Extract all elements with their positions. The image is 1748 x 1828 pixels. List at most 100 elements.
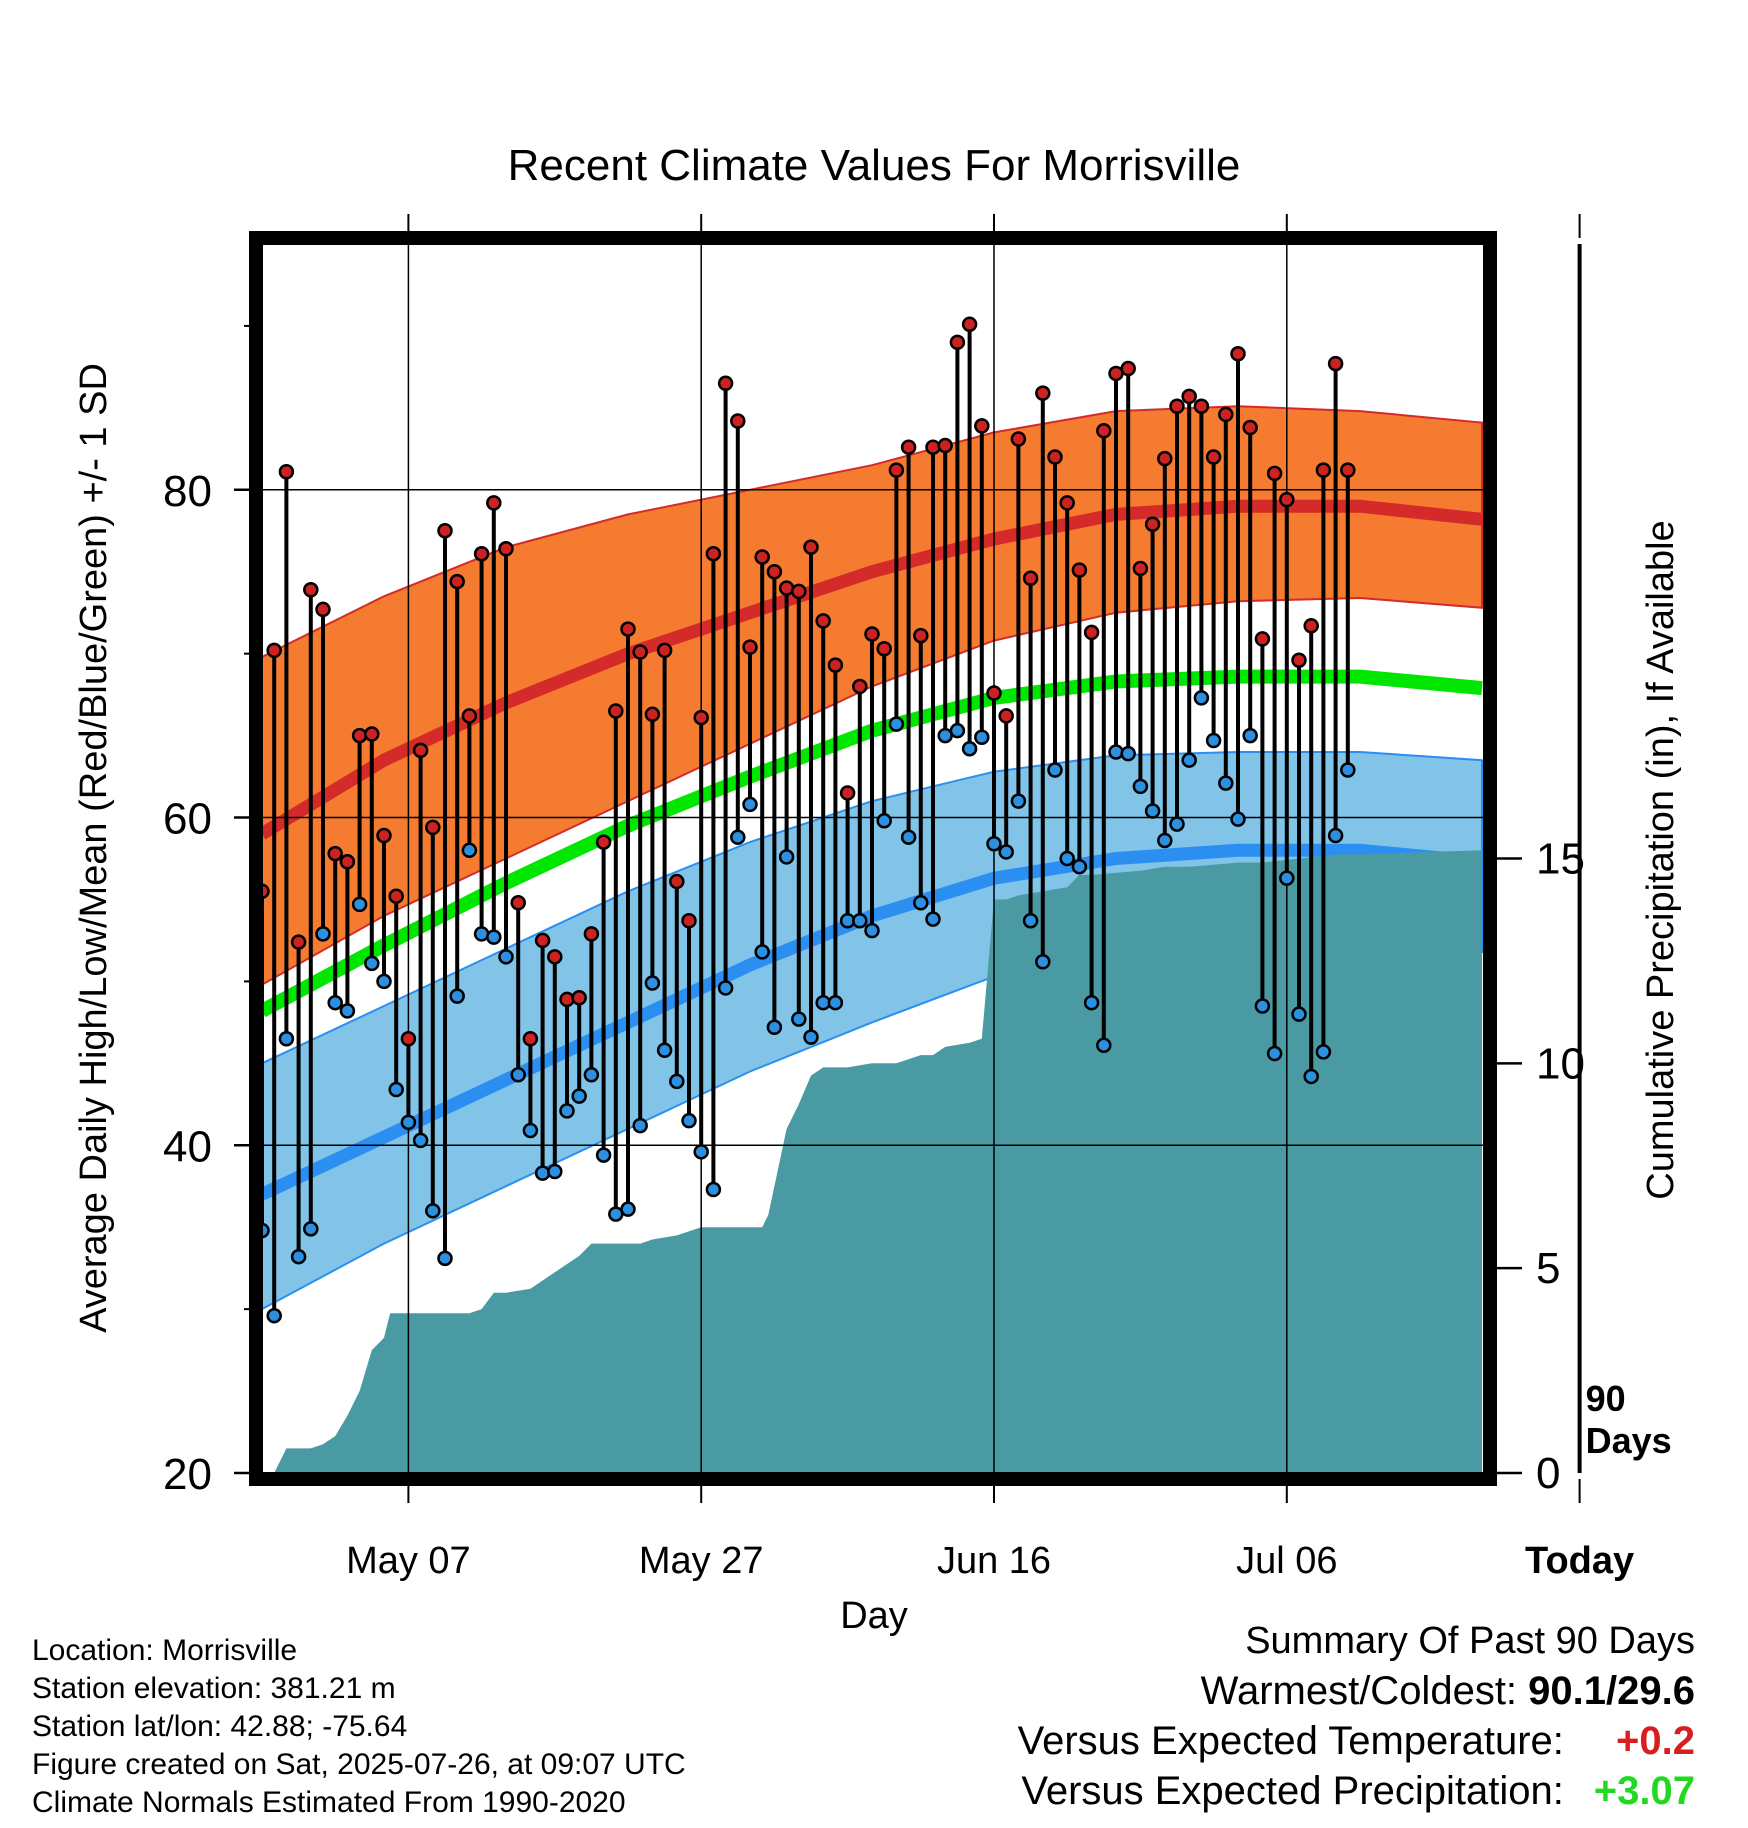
daily-high-point xyxy=(644,706,661,723)
daily-high-point xyxy=(547,949,563,965)
daily-low-point xyxy=(559,1103,575,1119)
daily-high-point xyxy=(937,437,953,454)
today-marker-label: 90 xyxy=(1586,1378,1626,1419)
daily-high-point xyxy=(461,708,478,724)
daily-high-point xyxy=(425,819,441,836)
daily-low-point xyxy=(1303,1068,1319,1085)
daily-low-point xyxy=(852,913,868,929)
daily-high-point xyxy=(1010,431,1027,447)
daily-high-point xyxy=(1083,624,1100,641)
daily-high-point xyxy=(742,639,758,655)
daily-high-point xyxy=(388,888,404,904)
daily-low-point xyxy=(827,994,844,1011)
daily-high-point xyxy=(730,413,746,429)
x-tick-label: Today xyxy=(1525,1540,1634,1582)
station-info: Location: Morrisville Station elevation:… xyxy=(32,1632,686,1822)
warm-cold-row: Warmest/Coldest: 90.1/29.6 xyxy=(1018,1666,1695,1716)
daily-low-point xyxy=(949,722,966,739)
warm-cold-value: 90.1/29.6 xyxy=(1528,1669,1695,1713)
daily-low-point xyxy=(693,1144,709,1160)
daily-low-point xyxy=(730,829,746,845)
daily-low-point xyxy=(632,1117,648,1134)
daily-high-point xyxy=(1096,423,1112,439)
daily-high-point xyxy=(705,545,722,562)
daily-low-point xyxy=(876,813,892,829)
daily-high-point xyxy=(339,854,356,870)
precip-departure-label: Versus Expected Precipitation: xyxy=(1021,1769,1564,1813)
daily-high-point xyxy=(510,894,526,911)
daily-high-point xyxy=(900,439,917,455)
precip-departure-row: Versus Expected Precipitation: +3.07 xyxy=(1018,1766,1695,1816)
daily-low-point xyxy=(547,1163,563,1180)
daily-high-point xyxy=(486,495,502,511)
daily-low-point xyxy=(1315,1044,1332,1060)
daily-high-point xyxy=(974,418,990,434)
y-tick-label: 40 xyxy=(163,1122,212,1171)
daily-low-point xyxy=(961,740,978,757)
daily-high-point xyxy=(400,1031,417,1047)
daily-low-point xyxy=(1193,690,1210,706)
daily-low-point xyxy=(1144,803,1161,819)
daily-low-point xyxy=(473,926,490,942)
daily-low-point xyxy=(681,1112,697,1129)
daily-low-point xyxy=(803,1029,819,1045)
daily-high-point xyxy=(1132,560,1149,577)
daily-low-point xyxy=(1327,827,1344,844)
daily-high-point xyxy=(315,601,331,618)
daily-low-point xyxy=(1096,1037,1112,1054)
daily-high-point xyxy=(1315,462,1332,478)
daily-high-point xyxy=(827,657,844,673)
daily-low-point xyxy=(1254,998,1271,1014)
y2-tick-label: 15 xyxy=(1536,835,1585,884)
daily-high-point xyxy=(1254,631,1271,647)
cumulative-precip-area xyxy=(262,850,1482,1473)
daily-high-point xyxy=(1291,652,1307,668)
daily-high-point xyxy=(1230,346,1246,362)
daily-high-point xyxy=(1279,491,1295,508)
daily-low-point xyxy=(1340,762,1356,778)
daily-high-point xyxy=(669,873,685,890)
daily-low-point xyxy=(1108,744,1124,760)
daily-low-point xyxy=(595,1147,612,1163)
daily-low-point xyxy=(620,1201,636,1217)
daily-low-point xyxy=(351,896,368,913)
location-text: Location: Morrisville xyxy=(32,1634,298,1667)
chart-title: Recent Climate Values For Morrisville xyxy=(508,141,1241,190)
daily-low-point xyxy=(1157,832,1173,849)
daily-low-point xyxy=(974,729,990,745)
daily-high-point xyxy=(693,709,709,726)
daily-high-point xyxy=(913,627,929,644)
daily-high-point xyxy=(839,785,856,801)
daily-low-point xyxy=(791,1011,807,1027)
daily-low-point xyxy=(376,973,392,990)
y2-tick-label: 0 xyxy=(1536,1449,1560,1498)
daily-high-point xyxy=(595,834,612,850)
x-tick-label: Jun 16 xyxy=(937,1540,1051,1582)
daily-low-point xyxy=(717,980,734,996)
daily-low-point xyxy=(388,1081,404,1098)
daily-high-point xyxy=(754,549,770,565)
daily-high-point xyxy=(1047,449,1063,465)
daily-high-point xyxy=(1071,562,1088,578)
daily-high-point xyxy=(498,541,514,557)
daily-high-point xyxy=(1242,419,1258,436)
daily-low-point xyxy=(327,994,343,1011)
daily-low-point xyxy=(1205,732,1222,749)
daily-high-point xyxy=(766,563,783,580)
daily-low-point xyxy=(998,844,1014,860)
daily-high-point xyxy=(925,439,941,455)
warm-cold-label: Warmest/Coldest: xyxy=(1200,1669,1518,1713)
daily-high-point xyxy=(949,334,966,351)
x-axis-label: Day xyxy=(840,1595,908,1637)
daily-high-point xyxy=(961,316,978,333)
daily-low-point xyxy=(669,1073,685,1090)
y-tick-label: 20 xyxy=(163,1450,212,1499)
daily-high-point xyxy=(278,464,295,480)
daily-high-point xyxy=(473,545,490,562)
daily-low-point xyxy=(1035,953,1051,970)
daily-high-point xyxy=(522,1031,539,1047)
daily-high-point xyxy=(303,582,319,598)
daily-high-point xyxy=(266,642,282,659)
daily-high-point xyxy=(376,827,392,844)
daily-low-point xyxy=(1071,858,1088,875)
